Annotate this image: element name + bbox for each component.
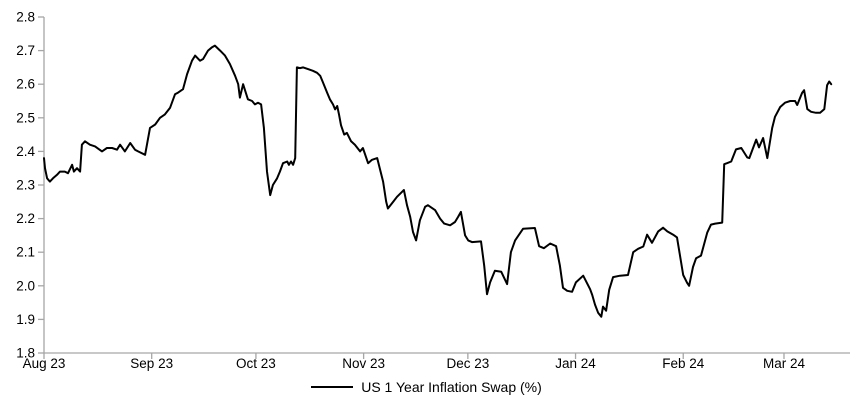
y-tick-label: 2.2: [16, 211, 35, 226]
y-tick-label: 2.3: [16, 178, 35, 193]
y-axis: 2.8 2.7 2.6 2.5 2.4 2.3 2.2 2.1 2.0 1.9 1.8: [16, 10, 45, 361]
x-tick-label: Nov 23: [342, 356, 385, 371]
x-tick-label: Mar 24: [763, 356, 806, 371]
y-tick-label: 2.5: [16, 110, 35, 125]
x-tick-label: Aug 23: [23, 356, 66, 371]
x-tick-label: Jan 24: [555, 356, 596, 371]
x-tick-label: Oct 23: [236, 356, 276, 371]
x-tick-label: Sep 23: [130, 356, 173, 371]
y-tick-label: 2.6: [16, 77, 35, 92]
legend-line-icon: [311, 386, 354, 388]
y-tick-label: 2.8: [16, 10, 35, 25]
y-tick-label: 2.1: [16, 245, 35, 260]
legend-label: US 1 Year Inflation Swap (%): [361, 379, 542, 395]
chart-legend: US 1 Year Inflation Swap (%): [0, 379, 853, 395]
series-group: [43, 44, 833, 318]
y-tick-label: 1.8: [16, 346, 35, 361]
y-tick-label: 2.7: [16, 43, 35, 58]
x-tick-label: Dec 23: [446, 356, 489, 371]
x-axis: Aug 23 Sep 23 Oct 23 Nov 23 Dec 23 Jan 24 Feb …: [23, 352, 850, 371]
series-line: [43, 44, 833, 318]
y-tick-label: 1.9: [16, 312, 35, 327]
y-tick-label: 2.0: [16, 278, 35, 293]
y-tick-label: 2.4: [16, 144, 35, 159]
x-tick-label: Feb 24: [662, 356, 705, 371]
